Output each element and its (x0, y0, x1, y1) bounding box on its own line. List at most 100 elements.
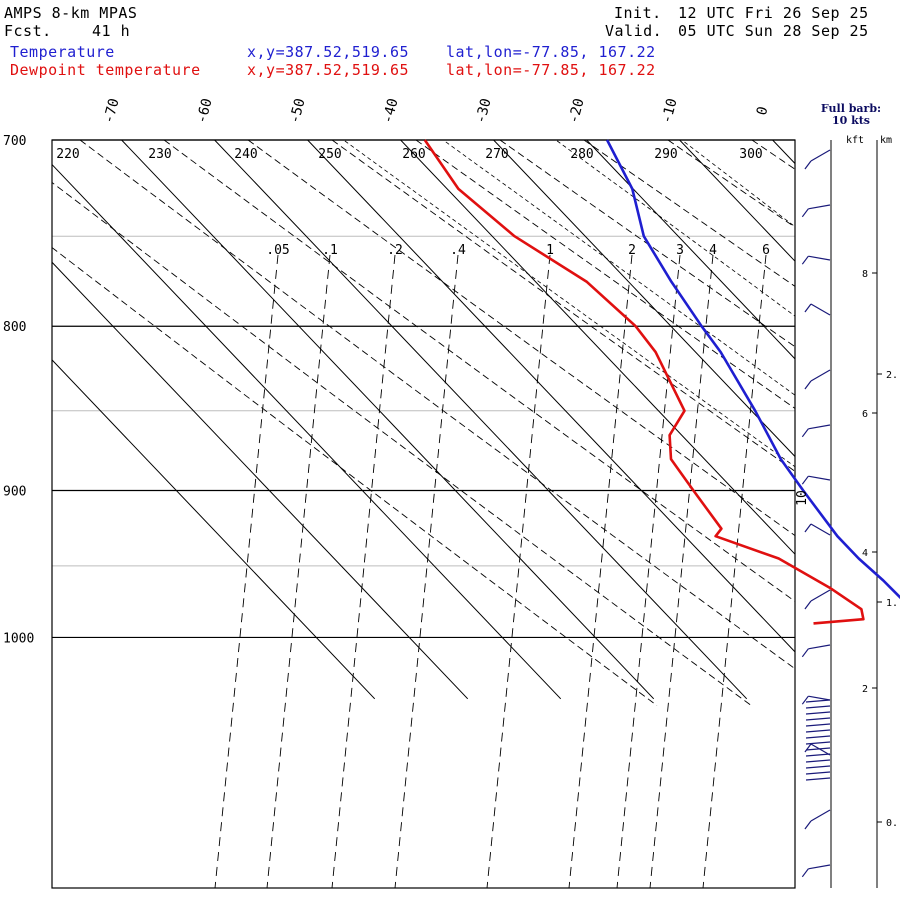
barb-staff (808, 644, 831, 650)
mixing-ratio-label: .05 (266, 243, 289, 258)
wind-barb-dense (805, 699, 831, 703)
wind-barb-dense (805, 711, 831, 715)
wind-barb (801, 204, 831, 218)
kft-tick-label: 4 (862, 548, 868, 559)
mixing-ratio-label: .4 (450, 243, 466, 258)
wind-barb-dense (805, 765, 831, 769)
isotherm-label: -60 (194, 97, 216, 126)
theta-label: 290 (654, 147, 677, 162)
wind-barb (804, 369, 831, 390)
mixing-ratio-line (702, 254, 767, 888)
wind-barb (801, 424, 831, 438)
barb-note: Full barb: 10 kts (806, 103, 896, 127)
barb-staff (810, 809, 831, 822)
barb-flag (801, 868, 809, 878)
barb-flag (804, 380, 812, 390)
barb-staff (808, 204, 831, 210)
moist-adiabat (343, 140, 795, 468)
barb-flag (804, 160, 812, 170)
kft-tick-label: 8 (862, 269, 868, 280)
km-tick-label: 0. (886, 818, 898, 829)
isotherm-label: -50 (287, 97, 309, 126)
barb-staff (808, 424, 831, 430)
wind-barb-dense (805, 729, 831, 733)
wind-barb-dense (805, 759, 831, 763)
dry-adiabat (79, 140, 795, 670)
barb-flag (804, 600, 812, 610)
theta-label: 300 (739, 147, 762, 162)
barb-note-line2: 10 kts (831, 114, 871, 127)
mixing-ratio-line (394, 254, 459, 888)
kft-tick-label: 2 (862, 684, 868, 695)
barb-flag (804, 523, 812, 533)
wind-barb (804, 589, 831, 610)
wind-barb (801, 695, 831, 705)
barb-staff (808, 695, 831, 701)
mixing-ratio-label: 10 (795, 490, 810, 506)
barb-staff (808, 255, 831, 261)
mixing-ratio-label: .2 (387, 243, 403, 258)
wind-barb-dense (805, 723, 831, 727)
mixing-ratio-label: 4 (709, 243, 717, 258)
barb-staff (810, 303, 831, 316)
mixing-ratio-label: 3 (676, 243, 684, 258)
wind-barb (804, 149, 831, 170)
wind-barb (804, 303, 831, 316)
series-layer (423, 139, 900, 625)
wind-barb (801, 864, 831, 878)
barb-staff (810, 369, 831, 382)
theta-label: 270 (485, 147, 508, 162)
kft-tick-label: 6 (862, 409, 868, 420)
theta-label: 230 (148, 147, 171, 162)
dry-adiabat (52, 181, 752, 706)
theta-label: 250 (318, 147, 341, 162)
forecast-hours: 41 h (92, 22, 131, 40)
barb-flag (804, 303, 812, 313)
isotherm-label: -30 (473, 97, 495, 126)
barb-staff (808, 475, 831, 481)
wind-barb (801, 255, 831, 265)
isotherm-line (214, 140, 748, 700)
mixing-ratio-line (649, 254, 714, 888)
dry-adiabat (751, 140, 795, 170)
isotherm-line (679, 140, 795, 262)
dry-adiabat (52, 246, 658, 706)
mixing-ratio-line (568, 254, 633, 888)
legend-temperature-latlon: lat,lon=-77.85, 167.22 (446, 43, 656, 61)
barb-staff (808, 864, 831, 870)
wind-barb (801, 475, 831, 485)
dewpoint-line (423, 139, 865, 625)
isotherm-label: -40 (380, 97, 402, 126)
pressure-tick-label: 1000 (3, 631, 34, 646)
legend-temperature-name: Temperature (10, 43, 115, 61)
isotherm-line (400, 140, 795, 555)
barb-staff (810, 589, 831, 602)
barb-staff (810, 743, 831, 756)
dry-adiabat (415, 140, 795, 409)
barb-note-line1: Full barb: (820, 102, 882, 115)
barb-flag (801, 475, 809, 485)
barb-flag (801, 208, 809, 218)
grid-clip (52, 140, 900, 888)
pressure-tick-label: 900 (3, 484, 26, 499)
dry-adiabat (667, 140, 795, 228)
mixing-ratio-line (486, 254, 551, 888)
mixing-ratio-line (266, 254, 331, 888)
wind-barb-dense (805, 777, 831, 781)
isotherm-label: 0 (754, 105, 772, 117)
valid-time: 05 UTC Sun 28 Sep 25 (678, 22, 869, 40)
km-axis-label: km (880, 135, 893, 146)
theta-label: 240 (234, 147, 257, 162)
wind-barbs (801, 149, 831, 878)
isotherm-line (586, 140, 795, 360)
barb-flag (804, 820, 812, 830)
pressure-tick-label: 800 (3, 320, 26, 335)
isotherm-line (866, 140, 900, 699)
mixing-ratio-line (331, 254, 396, 888)
isotherm-line (307, 140, 795, 653)
wind-barb-dense (805, 705, 831, 709)
theta-label: 260 (402, 147, 425, 162)
barb-flag (801, 695, 809, 705)
